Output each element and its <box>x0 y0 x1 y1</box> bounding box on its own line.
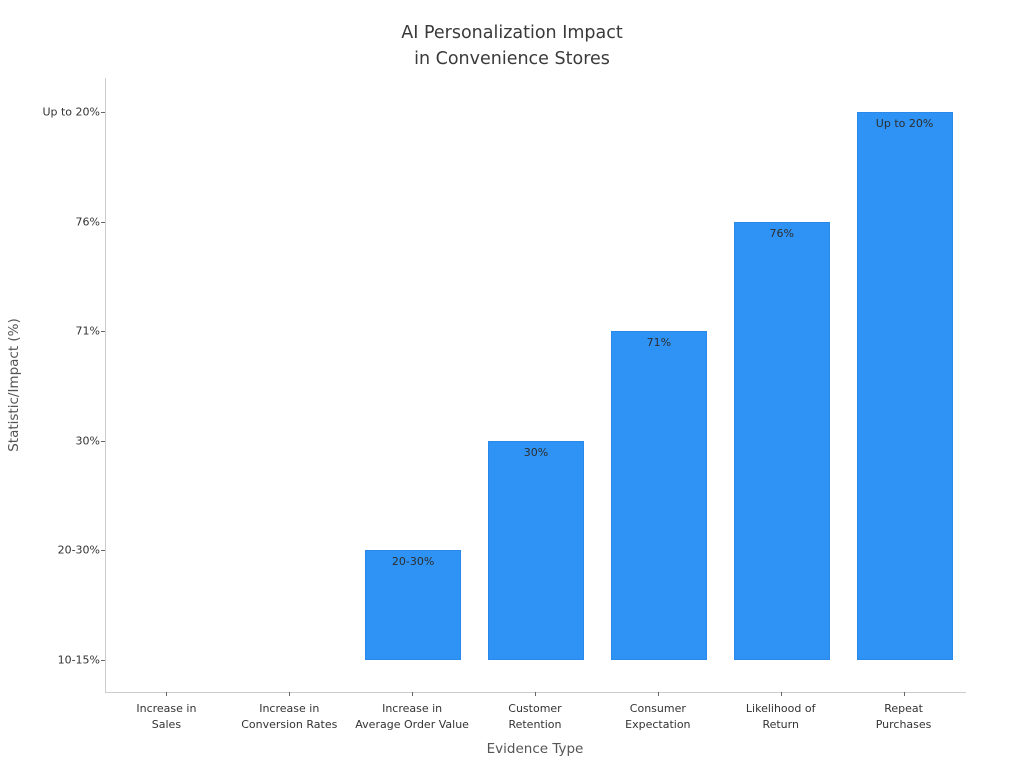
y-tick-label: 76% <box>75 215 100 229</box>
x-axis-title: Evidence Type <box>486 741 584 757</box>
x-tick-mark <box>412 692 414 696</box>
x-tick-label: Customer Retention <box>460 701 611 733</box>
x-tick-label-line: Customer <box>508 702 562 715</box>
y-tick-mark <box>101 440 105 442</box>
bar-value-label: Up to 20% <box>875 117 934 130</box>
y-tick-label: 30% <box>75 434 100 448</box>
bar-value-label: 71% <box>646 336 672 349</box>
x-tick-label: Increase in Average Order Value <box>337 701 488 733</box>
x-tick-label-line: Increase in <box>259 702 320 715</box>
x-tick-label-line: Increase in <box>136 702 197 715</box>
chart-title-line-1: AI Personalization Impact <box>401 23 623 43</box>
bar-value-label: 20-30% <box>391 555 435 568</box>
x-tick-label: Consumer Expectation <box>582 701 733 733</box>
x-tick-label-line: Repeat <box>884 702 923 715</box>
bar: 76% <box>733 222 830 660</box>
y-tick-label: 71% <box>75 324 100 338</box>
x-tick-label-line: Return <box>762 718 799 731</box>
y-tick-mark <box>101 112 105 113</box>
bar-value-label: 30% <box>523 446 549 459</box>
y-tick-mark <box>101 331 105 333</box>
x-tick-label: Likelihood of Return <box>705 701 856 733</box>
bar-value-label: 76% <box>769 227 794 240</box>
chart-title: AI Personalization Impact in Convenience… <box>0 20 1024 72</box>
x-tick-label-line: Retention <box>508 718 562 731</box>
x-tick-label-line: Likelihood of <box>745 702 816 715</box>
y-tick-label: 10-15% <box>57 653 100 667</box>
y-axis-title: Statistic/Impact (%) <box>6 318 22 452</box>
x-tick-label-line: Average Order Value <box>355 718 469 731</box>
x-tick-label-line: Purchases <box>875 718 932 731</box>
x-tick-label-line: Expectation <box>625 718 691 731</box>
x-tick-mark <box>289 692 291 696</box>
x-tick-mark <box>657 692 659 696</box>
y-tick-mark <box>101 550 105 552</box>
x-tick-label-line: Conversion Rates <box>241 718 338 731</box>
x-tick-mark <box>166 692 168 696</box>
x-tick-label-line: Increase in <box>382 702 443 715</box>
x-tick-label: Increase in Sales <box>91 701 242 733</box>
x-tick-label-line: Consumer <box>629 702 686 715</box>
bar: 71% <box>610 331 707 660</box>
y-tick-mark <box>101 221 105 223</box>
bar: Up to 20% <box>856 112 953 660</box>
x-tick-label: Increase in Conversion Rates <box>214 701 365 733</box>
chart-title-line-2: in Convenience Stores <box>414 49 610 69</box>
y-tick-label: 20-30% <box>57 543 100 557</box>
y-tick-label: Up to 20% <box>42 105 100 119</box>
x-tick-mark <box>903 692 905 696</box>
bar: 30% <box>488 441 584 660</box>
x-tick-label-line: Sales <box>151 718 182 731</box>
plot-area: 20-30% 30% 71% 76% Up to 20% <box>105 78 966 693</box>
x-tick-label: Repeat Purchases <box>828 701 979 733</box>
x-tick-mark <box>535 692 536 696</box>
bar: 20-30% <box>365 550 462 660</box>
x-tick-mark <box>780 692 782 696</box>
y-tick-mark <box>101 660 105 661</box>
